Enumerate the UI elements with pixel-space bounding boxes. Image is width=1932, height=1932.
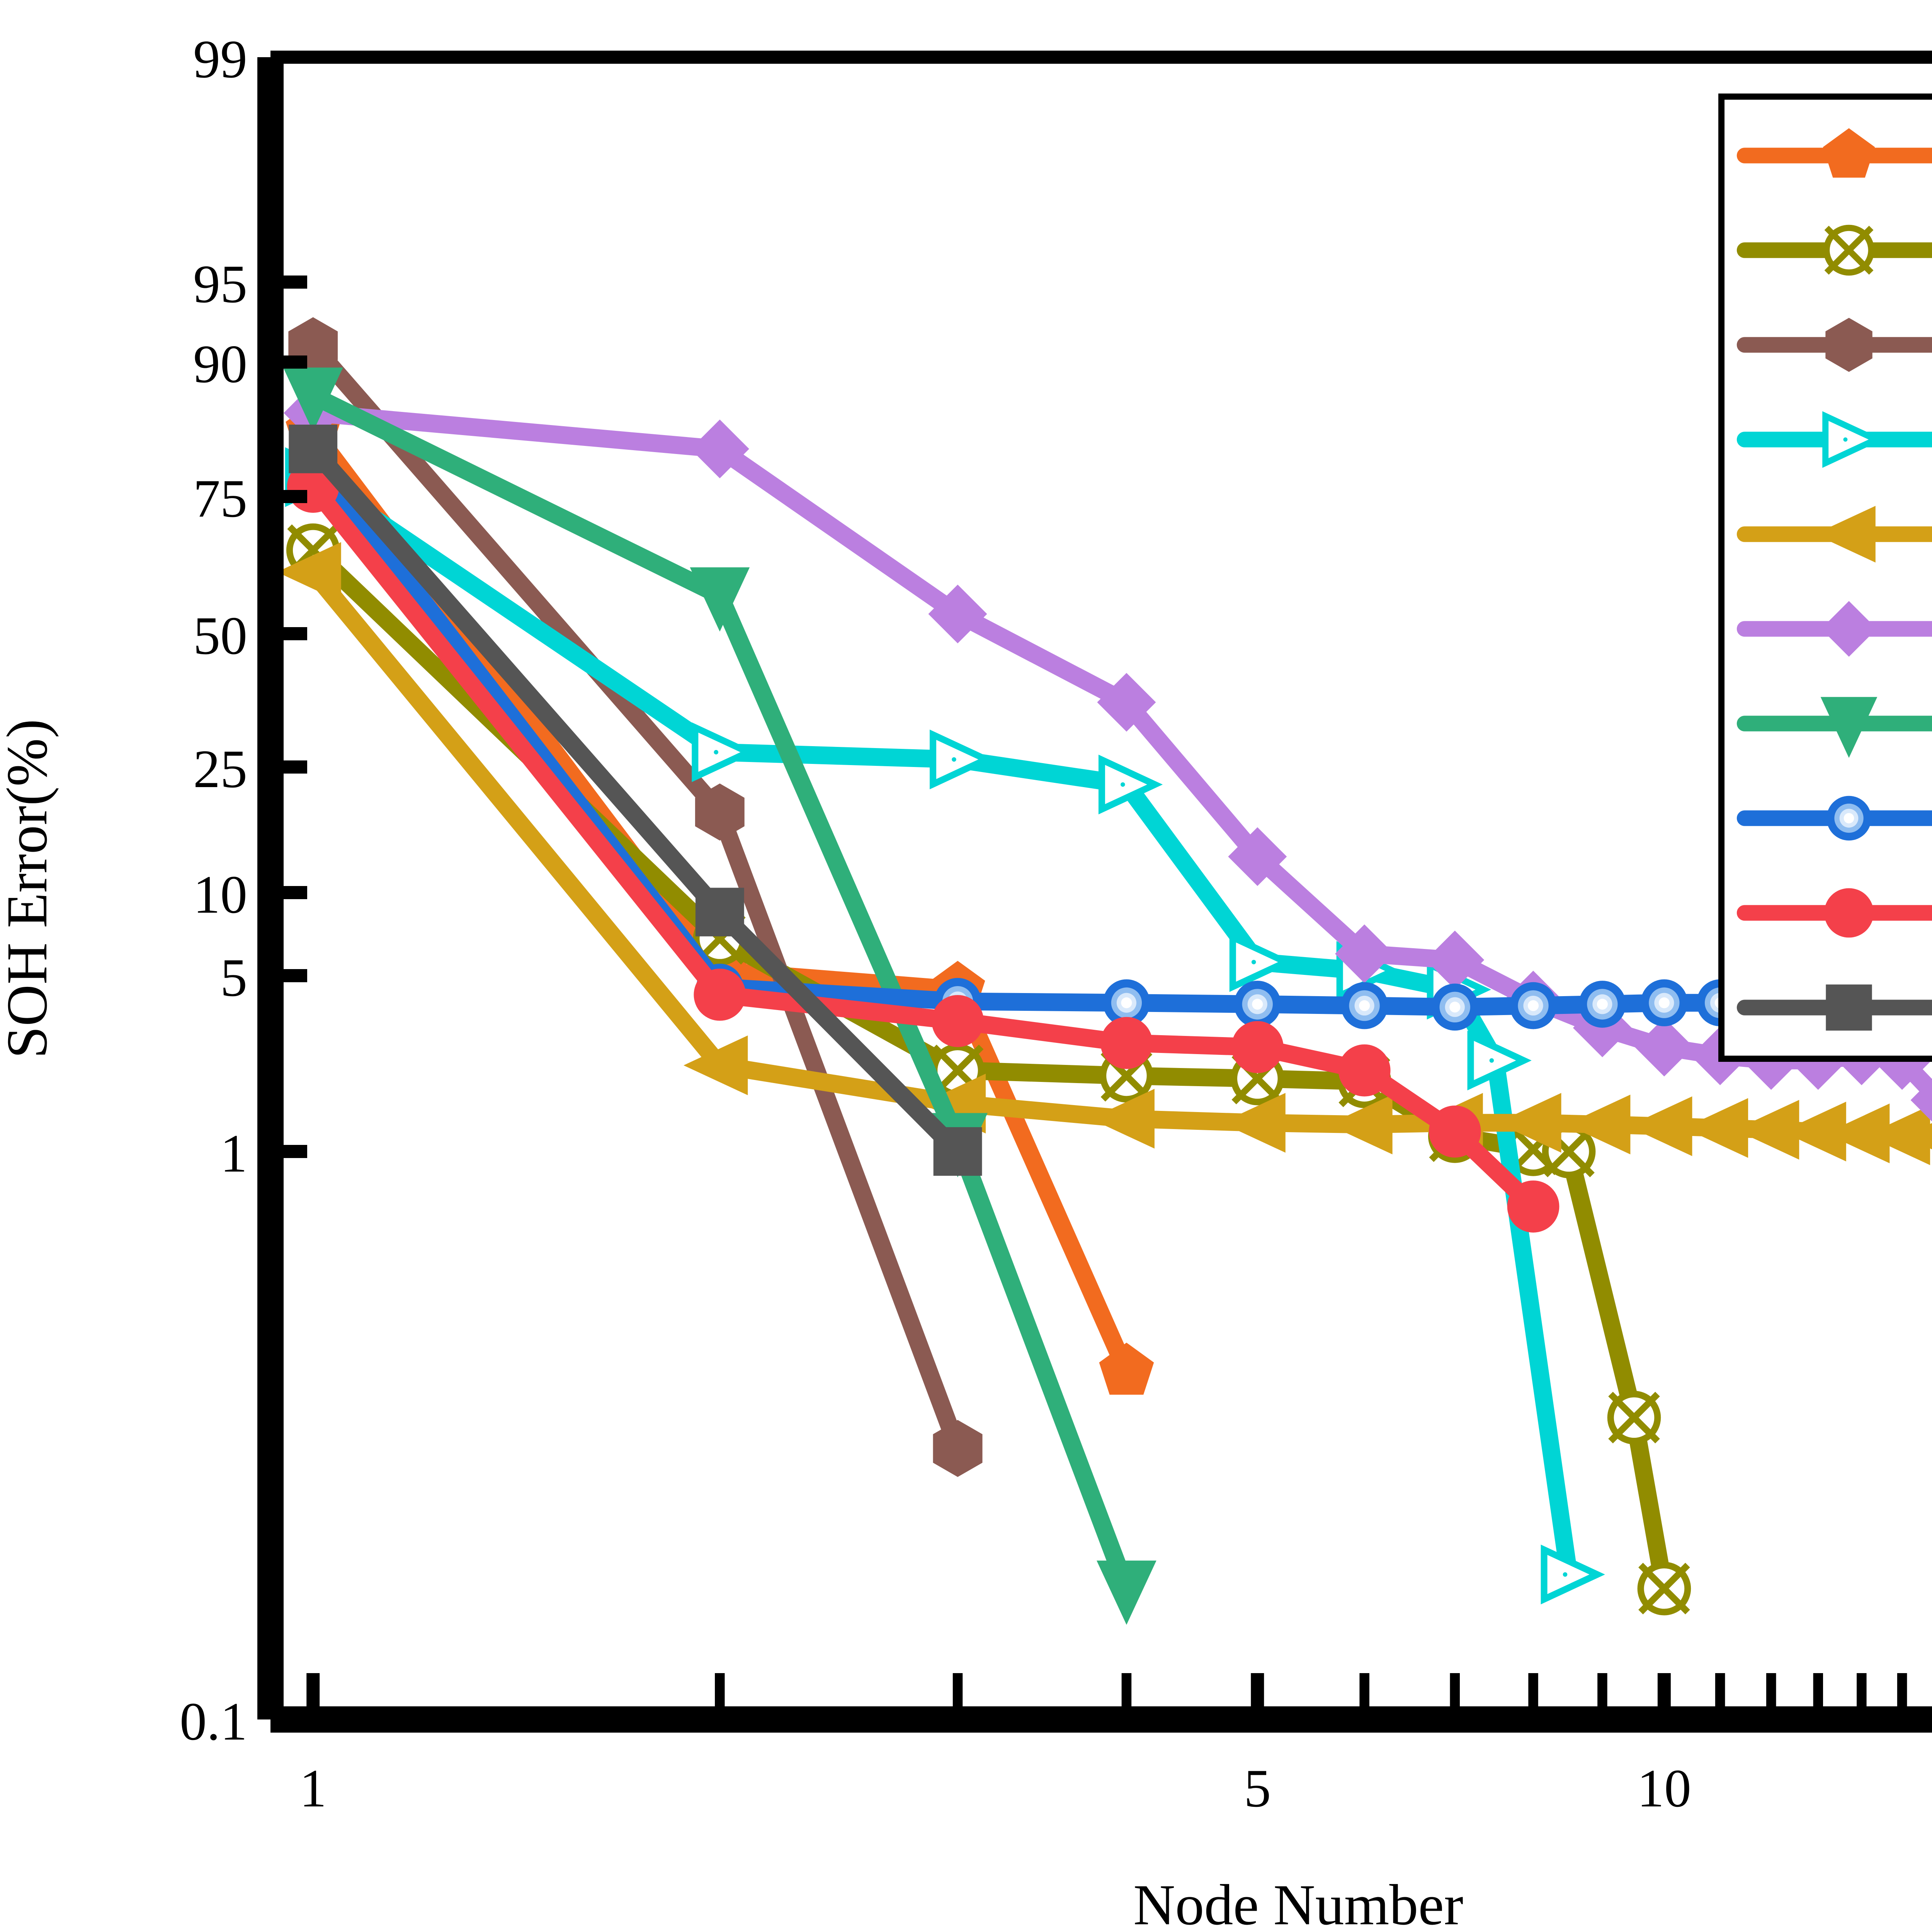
data-point-marker <box>1823 128 1875 178</box>
data-point-marker <box>690 419 749 478</box>
data-point-marker <box>692 722 756 782</box>
data-point-marker <box>1335 924 1394 983</box>
y-tick-label: 75 <box>193 469 247 529</box>
y-tick-label: 5 <box>220 948 247 1008</box>
data-point-marker <box>1607 1391 1661 1445</box>
y-tick-label: 25 <box>193 739 247 799</box>
data-point-marker <box>1823 224 1874 276</box>
data-point-marker <box>1497 1093 1561 1153</box>
data-point-marker <box>1431 983 1479 1031</box>
data-point-marker <box>1824 888 1874 938</box>
x-axis-ticks: 151025 <box>299 1673 1907 1818</box>
data-point-marker <box>1090 1088 1155 1149</box>
data-point-marker <box>928 584 987 644</box>
y-axis-title: SOH Error(%) <box>0 719 59 1059</box>
y-tick-label: 50 <box>193 606 247 666</box>
data-point-marker <box>1815 506 1876 563</box>
legend-item-B6-to-B5[interactable]: B6→B5 <box>1736 128 1932 189</box>
data-point-marker <box>1229 932 1294 992</box>
data-point-marker <box>1234 981 1281 1028</box>
data-point-marker <box>1231 1021 1284 1073</box>
y-axis-ticks: 99 95 90 75 50 25 10 5 1 0.1 <box>180 29 307 1752</box>
data-point-marker <box>932 995 984 1047</box>
data-point-marker <box>1825 318 1872 372</box>
data-point-marker <box>695 888 744 937</box>
data-point-marker <box>1221 1093 1286 1153</box>
data-point-marker <box>1910 1078 1932 1122</box>
x-tick-label: 5 <box>1244 1759 1271 1818</box>
series-B5-to-B2 <box>283 367 1156 1625</box>
data-point-marker <box>1903 1123 1932 1150</box>
series-B5-to-B4 <box>288 317 983 1477</box>
y-tick-label: 90 <box>193 334 247 394</box>
legend-item-B5-to-B4[interactable]: B5→B4 <box>1736 318 1932 378</box>
y-tick-label: 10 <box>193 865 247 925</box>
x-axis-title: Node Number <box>1133 1873 1463 1932</box>
legend-item-B2-to-B5[interactable]: B2→B5 <box>1736 792 1932 852</box>
data-point-marker <box>1103 979 1150 1027</box>
data-point-marker <box>1097 673 1156 732</box>
data-point-marker <box>933 1127 982 1176</box>
legend-item-B4-to-B5[interactable]: B4→B5 <box>1736 411 1932 473</box>
data-point-marker <box>289 424 338 473</box>
legend-item-B5-to-B6[interactable]: B5→B6 <box>1736 224 1932 284</box>
data-point-marker <box>684 1035 748 1095</box>
data-point-marker <box>695 783 745 841</box>
series-B5-to-B1 <box>287 461 1560 1233</box>
data-point-marker <box>1097 1560 1156 1625</box>
data-point-marker <box>1228 827 1287 886</box>
data-point-marker <box>1100 1017 1153 1069</box>
y-tick-label: 1 <box>220 1124 247 1184</box>
data-point-marker <box>1541 1544 1605 1605</box>
data-point-marker <box>1641 979 1688 1027</box>
data-point-marker <box>694 968 746 1021</box>
data-point-marker <box>277 542 341 602</box>
legend-item-B5-to-B1[interactable]: B5→B1 <box>1736 886 1932 946</box>
data-point-marker <box>1826 984 1872 1031</box>
data-point-marker <box>1821 601 1877 657</box>
data-point-marker <box>1507 1180 1560 1233</box>
data-point-marker <box>1098 755 1163 815</box>
data-point-marker <box>1820 697 1878 758</box>
series-B1-to-B5 <box>289 424 982 1176</box>
data-point-marker <box>1338 1044 1391 1097</box>
data-point-marker <box>690 567 750 632</box>
data-point-marker <box>1099 1342 1154 1395</box>
data-point-marker <box>1429 1105 1481 1158</box>
data-point-marker <box>283 367 343 432</box>
data-point-marker <box>1328 1094 1393 1155</box>
legend-item-B5-to-B2[interactable]: B5→B2 <box>1736 697 1932 758</box>
data-point-marker <box>1542 1124 1596 1179</box>
legend-item-B3-to-B5[interactable]: B3→B5 <box>1736 601 1932 662</box>
data-point-marker <box>1827 796 1871 841</box>
data-point-marker <box>1341 982 1388 1029</box>
data-point-marker <box>1634 1017 1694 1077</box>
data-point-marker <box>1566 1094 1631 1155</box>
x-tick-label: 10 <box>1637 1759 1691 1818</box>
data-point-marker <box>1467 1031 1532 1090</box>
data-point-marker <box>933 1420 983 1477</box>
data-point-marker <box>1510 982 1557 1029</box>
y-tick-label: 95 <box>193 254 247 314</box>
legend[interactable]: B6→B5 B5→B6 B5→B4 B4→B5 B5→B3 B3→B5 B5→B2 B2→B5… <box>1718 94 1932 1062</box>
data-point-marker <box>930 730 994 789</box>
legend-item-B5-to-B3[interactable]: B5→B3 <box>1736 506 1932 568</box>
data-point-marker <box>1579 981 1626 1028</box>
y-tick-label: 0.1 <box>180 1692 247 1752</box>
x-tick-label: 1 <box>299 1759 327 1818</box>
data-point-marker <box>1637 1561 1691 1616</box>
legend-item-B1-to-B5[interactable]: B1→B5 <box>1736 981 1932 1041</box>
y-tick-label: 99 <box>193 29 247 89</box>
data-point-marker <box>1822 411 1883 468</box>
